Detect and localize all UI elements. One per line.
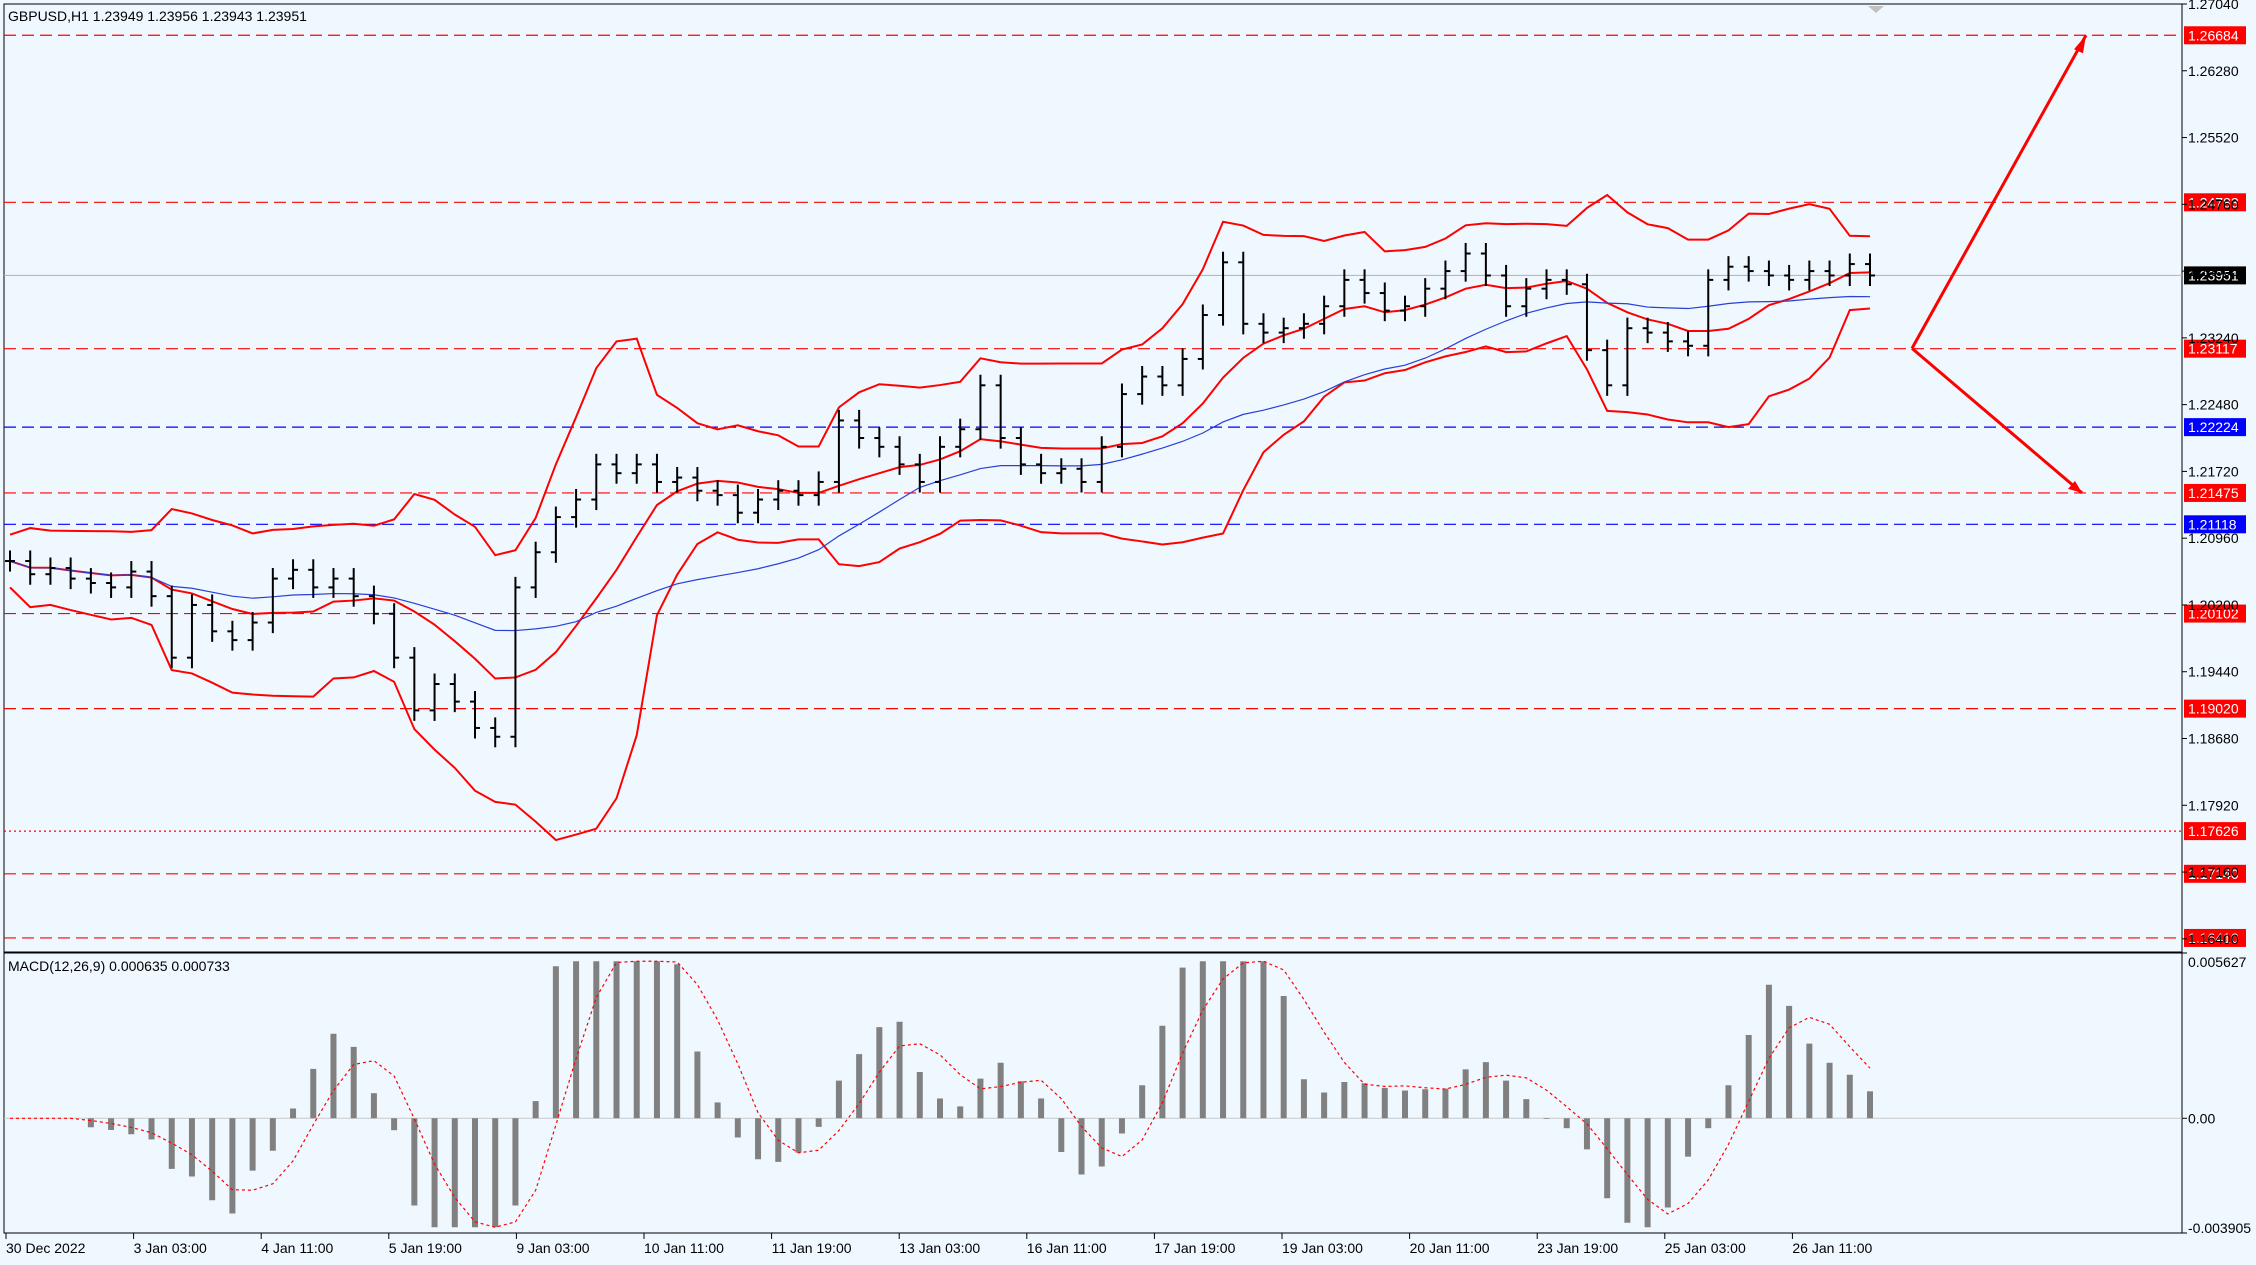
forecast-arrow-down[interactable] <box>1911 347 2083 495</box>
macd-signal-line <box>10 960 1871 1228</box>
price-tick-label: 1.22480 <box>2188 397 2239 413</box>
time-tick-label: 30 Dec 2022 <box>6 1240 86 1256</box>
price-tick-label: 1.20200 <box>2188 597 2239 613</box>
price-tick-label: 1.18680 <box>2188 731 2239 747</box>
level-price-tag <box>2184 604 2246 623</box>
level-price-label: 1.16410 <box>2188 930 2239 946</box>
level-price-tag <box>2184 483 2246 502</box>
level-price-tag <box>2184 822 2246 841</box>
current-price-tag <box>2184 266 2246 285</box>
level-price-tag <box>2184 26 2246 45</box>
level-price-label: 1.26684 <box>2188 27 2239 43</box>
price-tick-label: 1.24760 <box>2188 196 2239 212</box>
level-price-tag <box>2184 928 2246 947</box>
level-price-label: 1.20102 <box>2188 606 2239 622</box>
price-bars <box>5 242 1875 748</box>
symbol-info: GBPUSD,H1 1.23949 1.23956 1.23943 1.2395… <box>8 8 307 24</box>
price-axis: 1.27040 1.26280 1.25520 1.24760 1.24000 1.232… <box>2182 0 2251 1236</box>
price-tick-label: 1.17160 <box>2188 864 2239 880</box>
price-tick-label: 1.23240 <box>2188 330 2239 346</box>
time-tick-label: 5 Jan 19:00 <box>389 1240 462 1256</box>
current-price-label: 1.23951 <box>2188 267 2239 283</box>
level-price-tag <box>2184 418 2246 437</box>
scroll-marker-icon[interactable] <box>1868 6 1884 13</box>
macd-plot-frame <box>3 952 2183 1234</box>
forecast-arrows <box>1910 34 2088 495</box>
time-axis: 30 Dec 2022 3 Jan 03:00 4 Jan 11:00 5 Jan 1… <box>5 1233 1873 1256</box>
macd-histogram <box>4 960 2182 1228</box>
level-price-tag <box>2184 193 2246 212</box>
price-tick-label: 1.21720 <box>2188 463 2239 479</box>
time-tick-label: 20 Jan 11:00 <box>1410 1240 1490 1256</box>
level-price-label: 1.21475 <box>2188 485 2239 501</box>
level-price-tag <box>2184 515 2246 534</box>
main-plot-frame <box>3 3 2183 953</box>
price-tick-label: 1.24000 <box>2188 263 2239 279</box>
indicator-info: MACD(12,26,9) 0.000635 0.000733 <box>8 958 230 974</box>
time-tick-label: 19 Jan 03:00 <box>1282 1240 1363 1256</box>
level-price-label: 1.22224 <box>2188 419 2239 435</box>
time-tick-label: 3 Jan 03:00 <box>134 1240 207 1256</box>
time-tick-label: 23 Jan 19:00 <box>1537 1240 1618 1256</box>
macd-tick-label: 0.005627 <box>2188 954 2247 970</box>
bollinger-lower <box>9 307 1871 842</box>
level-price-label: 1.24783 <box>2188 194 2239 210</box>
time-tick-label: 16 Jan 11:00 <box>1027 1240 1107 1256</box>
arrow-head-icon <box>2074 35 2086 54</box>
time-tick-label: 11 Jan 19:00 <box>772 1240 852 1256</box>
level-price-label: 1.23117 <box>2188 341 2238 357</box>
level-price-tag <box>2184 864 2246 883</box>
price-tick-label: 1.16400 <box>2188 931 2239 947</box>
level-price-label: 1.17140 <box>2188 866 2239 882</box>
time-tick-label: 10 Jan 11:00 <box>644 1240 724 1256</box>
price-tick-label: 1.19440 <box>2188 664 2239 680</box>
price-tick-label: 1.27040 <box>2188 0 2239 12</box>
arrow-head-icon <box>2068 480 2082 493</box>
level-price-label: 1.19020 <box>2188 701 2239 717</box>
level-price-tag <box>2184 699 2246 718</box>
bollinger-upper <box>9 193 1871 557</box>
time-tick-label: 4 Jan 11:00 <box>261 1240 333 1256</box>
level-price-label: 1.17626 <box>2188 823 2239 839</box>
forecast-arrow-up[interactable] <box>1910 34 2088 350</box>
level-price-tag <box>2184 339 2246 358</box>
time-tick-label: 9 Jan 03:00 <box>516 1240 589 1256</box>
time-tick-label: 26 Jan 11:00 <box>1792 1240 1872 1256</box>
time-tick-label: 17 Jan 19:00 <box>1154 1240 1235 1256</box>
time-tick-label: 25 Jan 03:00 <box>1665 1240 1746 1256</box>
macd-tick-label: -0.003905 <box>2188 1220 2251 1236</box>
price-tick-label: 1.26280 <box>2188 63 2239 79</box>
price-tick-label: 1.25520 <box>2188 130 2239 146</box>
level-price-label: 1.21118 <box>2188 516 2237 532</box>
macd-tick-label: 0.00 <box>2188 1110 2215 1126</box>
price-tick-label: 1.17920 <box>2188 797 2239 813</box>
price-tick-label: 1.20960 <box>2188 530 2239 546</box>
time-tick-label: 13 Jan 03:00 <box>899 1240 980 1256</box>
